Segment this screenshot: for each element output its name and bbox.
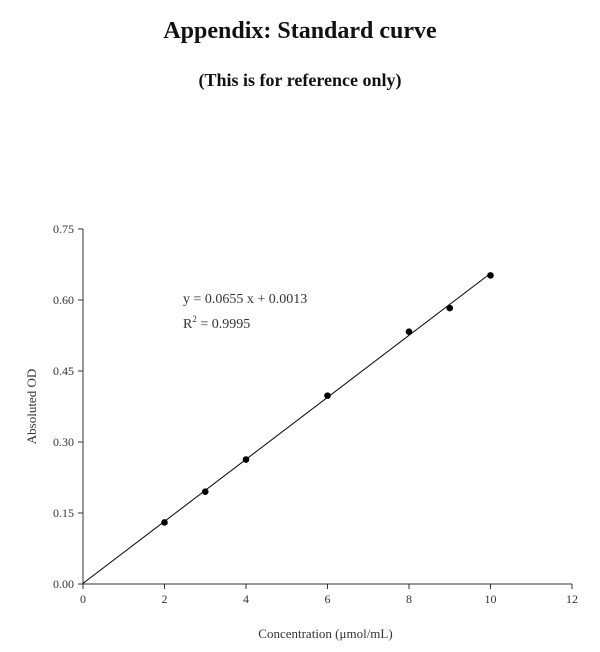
chart-points: [161, 272, 494, 526]
x-tick-label: 2: [162, 592, 168, 606]
x-tick-label: 4: [243, 592, 249, 606]
page-title: Appendix: Standard curve: [163, 18, 437, 44]
x-tick-label: 12: [566, 592, 578, 606]
data-point: [201, 488, 209, 496]
y-tick-label: 0.75: [53, 222, 74, 236]
data-point: [405, 328, 413, 336]
y-tick-label: 0.45: [53, 364, 74, 378]
chart-axes: [82, 229, 572, 585]
x-axis-label: Concentration (μmol/mL): [258, 626, 392, 641]
x-tick-label: 0: [80, 592, 86, 606]
r-squared-value: = 0.9995: [197, 317, 250, 332]
data-point: [446, 304, 454, 312]
r-squared-superscript: 2: [192, 314, 197, 324]
x-tick-label: 8: [406, 592, 412, 606]
x-tick-label: 6: [325, 592, 331, 606]
y-axis-label: Absoluted OD: [24, 369, 39, 444]
y-tick-label: 0.00: [53, 577, 74, 591]
page-subtitle: (This is for reference only): [198, 70, 402, 90]
data-point: [161, 519, 168, 526]
y-tick-label: 0.60: [53, 293, 74, 307]
x-tick-label: 10: [485, 592, 497, 606]
chart-trendline-group: [82, 272, 491, 584]
y-tick-label: 0.30: [53, 435, 74, 449]
data-point: [242, 456, 250, 463]
data-point: [324, 392, 331, 399]
r-squared-label: R2 = 0.9995: [183, 314, 250, 332]
y-tick-label: 0.15: [53, 506, 74, 520]
regression-equation: y = 0.0655 x + 0.0013: [183, 292, 307, 307]
chart-ticks: 0 2 4 6 8 10 12 0.00 0.15 0.30 0.45 0.60 0.75: [53, 222, 578, 606]
r-squared-letter: R: [183, 317, 193, 332]
regression-line: [82, 272, 491, 584]
data-point: [487, 272, 494, 279]
